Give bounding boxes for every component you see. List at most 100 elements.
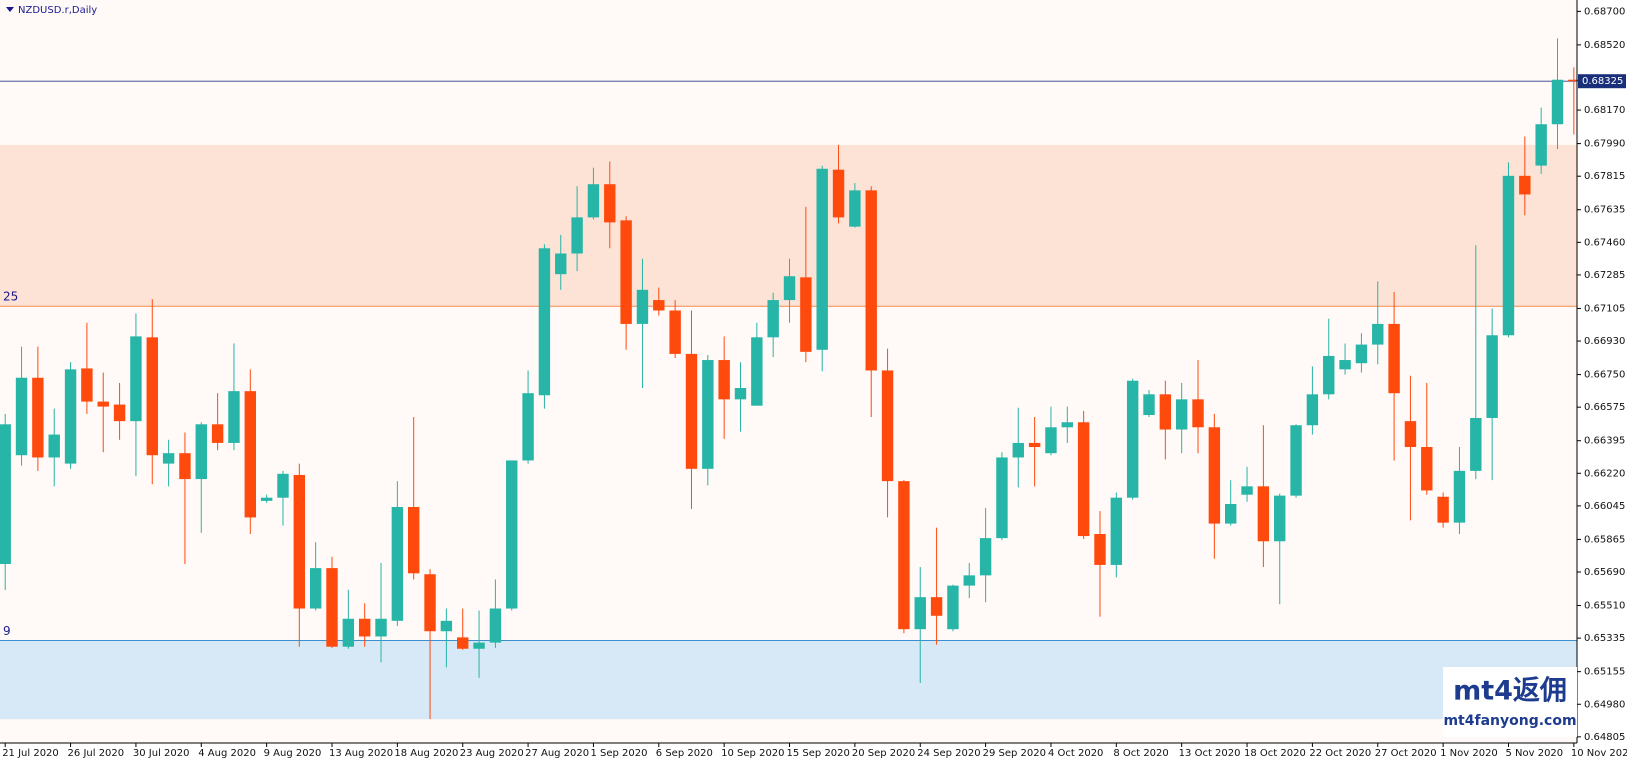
x-tick-label: 1 Sep 2020 <box>590 748 647 759</box>
x-tick-label: 15 Sep 2020 <box>787 748 850 759</box>
candle-body <box>130 336 142 422</box>
candle-body <box>1372 323 1384 345</box>
candle-body <box>1175 399 1188 430</box>
x-tick-label: 10 Sep 2020 <box>721 748 784 759</box>
candle-body <box>1110 497 1123 565</box>
candle-body <box>457 637 469 649</box>
candle-body <box>48 434 60 458</box>
candle-body <box>1421 447 1433 491</box>
candle-body <box>898 481 910 630</box>
candles <box>0 38 1580 720</box>
x-tick-label: 9 Aug 2020 <box>264 748 322 759</box>
candle-body <box>718 360 730 400</box>
candle-body <box>1568 79 1580 82</box>
y-tick-label: 0.65690 <box>1584 567 1625 578</box>
candle-body <box>1241 486 1253 495</box>
candle-body <box>849 190 861 227</box>
x-tick-label: 13 Oct 2020 <box>1179 748 1241 759</box>
candle-body <box>1159 394 1172 430</box>
candle-body <box>1355 344 1368 364</box>
y-tick-label: 0.66575 <box>1584 402 1625 413</box>
candle-body <box>179 453 191 480</box>
current-price-label: 0.68325 <box>1582 76 1623 87</box>
y-tick-label: 0.67635 <box>1584 205 1625 216</box>
candle-body <box>32 377 44 458</box>
y-tick-label: 0.65865 <box>1584 534 1625 545</box>
candle-body <box>1061 422 1073 428</box>
zone-label: 9 <box>3 624 11 638</box>
candle-body <box>228 391 240 443</box>
x-tick-label: 10 Nov 2020 <box>1571 748 1627 759</box>
candle-body <box>1437 496 1449 523</box>
candle-body <box>1225 504 1237 524</box>
y-tick-label: 0.65155 <box>1584 667 1625 678</box>
y-tick-label: 0.64980 <box>1584 699 1625 710</box>
candle-body <box>685 353 698 469</box>
candle-body <box>408 507 420 574</box>
candle-body <box>555 253 567 275</box>
candle-body <box>1077 422 1090 537</box>
y-tick-label: 0.67815 <box>1584 171 1625 182</box>
candle-body <box>1012 442 1024 458</box>
candle-body <box>604 184 616 223</box>
y-tick-label: 0.67285 <box>1584 270 1625 281</box>
candle-body <box>506 460 518 609</box>
candle-body <box>326 568 338 647</box>
watermark-url: mt4fanyong.com <box>1443 713 1576 729</box>
candle-body <box>1453 470 1466 523</box>
y-tick-label: 0.66045 <box>1584 501 1625 512</box>
candle-body <box>734 387 747 400</box>
candle-body <box>358 618 371 637</box>
candle-body <box>260 497 273 501</box>
candle-body <box>440 620 453 632</box>
candle-body <box>162 453 175 464</box>
candle-body <box>1535 124 1547 166</box>
y-tick-label: 0.65510 <box>1584 601 1625 612</box>
candle-body <box>930 597 943 616</box>
current-price-box <box>1578 74 1626 89</box>
candle-body <box>800 277 812 352</box>
candle-body <box>1486 335 1498 418</box>
x-tick-label: 18 Oct 2020 <box>1244 748 1306 759</box>
candle-body <box>947 585 959 630</box>
candle-body <box>816 168 828 350</box>
y-tick-label: 0.67990 <box>1584 139 1625 150</box>
candle-body <box>1257 486 1270 542</box>
candle-body <box>97 401 109 407</box>
symbol-menu-icon[interactable] <box>6 7 14 12</box>
y-tick-label: 0.66930 <box>1584 336 1625 347</box>
candle-body <box>1404 421 1417 448</box>
candle-body <box>1274 495 1286 542</box>
x-tick-label: 23 Aug 2020 <box>460 748 524 759</box>
candle-body <box>342 618 355 647</box>
candle-body <box>195 424 207 480</box>
candle-body <box>1470 417 1482 471</box>
candle-body <box>0 424 11 565</box>
candle-body <box>489 608 502 643</box>
chart-title: NZDUSD.r,Daily <box>18 5 97 16</box>
candle-body <box>522 393 534 461</box>
candle-body <box>1028 442 1041 448</box>
candle-body <box>1126 380 1139 498</box>
x-tick-label: 21 Jul 2020 <box>2 748 59 759</box>
zone-label: 25 <box>3 290 18 304</box>
candle-body <box>1323 355 1335 395</box>
candle-body <box>1388 323 1400 394</box>
candle-body <box>1045 427 1057 454</box>
candle-body <box>309 568 322 609</box>
candle-body <box>1519 175 1531 195</box>
candle-body <box>669 310 681 354</box>
candle-body <box>783 276 796 301</box>
candle-body <box>767 300 779 338</box>
candle-body <box>538 248 551 396</box>
x-tick-label: 18 Aug 2020 <box>394 748 458 759</box>
y-tick-label: 0.67105 <box>1584 303 1625 314</box>
candle-body <box>211 424 224 443</box>
candle-body <box>64 369 77 464</box>
x-tick-label: 8 Oct 2020 <box>1113 748 1168 759</box>
x-tick-label: 1 Nov 2020 <box>1440 748 1498 759</box>
candle-body <box>113 404 126 422</box>
x-tick-label: 5 Nov 2020 <box>1505 748 1563 759</box>
